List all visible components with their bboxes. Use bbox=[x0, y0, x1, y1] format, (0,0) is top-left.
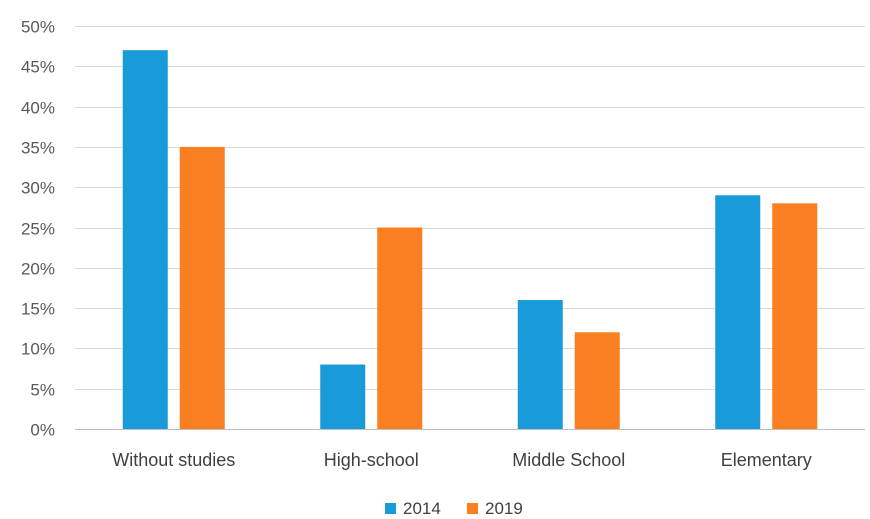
y-tick-label: 35% bbox=[21, 139, 55, 158]
x-axis-categories: Without studies High-school Middle School E… bbox=[112, 450, 812, 470]
bar-2014-0 bbox=[122, 50, 168, 430]
bar-2019-2 bbox=[574, 332, 620, 429]
legend-label-2019: 2019 bbox=[485, 499, 523, 518]
bar-2019-0 bbox=[179, 146, 225, 429]
legend-swatch-2019 bbox=[467, 503, 478, 514]
legend-label-2014: 2014 bbox=[403, 499, 441, 518]
legend-swatch-2014 bbox=[385, 503, 396, 514]
y-tick-label: 45% bbox=[21, 58, 55, 77]
bar-2019-1 bbox=[377, 227, 423, 429]
bar-2014-2 bbox=[517, 300, 563, 429]
y-tick-label: 0% bbox=[30, 421, 55, 440]
x-category-label: Elementary bbox=[721, 450, 812, 470]
y-tick-label: 15% bbox=[21, 300, 55, 319]
legend: 2014 2019 bbox=[385, 499, 523, 518]
y-tick-label: 10% bbox=[21, 340, 55, 359]
y-axis-ticks: 0% 5% 10% 15% 20% 25% 30% 35% 40% 45% 50% bbox=[21, 18, 55, 440]
y-tick-label: 20% bbox=[21, 260, 55, 279]
x-category-label: Without studies bbox=[112, 450, 235, 470]
y-tick-label: 30% bbox=[21, 179, 55, 198]
y-tick-label: 25% bbox=[21, 220, 55, 239]
y-tick-label: 5% bbox=[30, 381, 55, 400]
y-tick-label: 50% bbox=[21, 18, 55, 37]
bar-2019-3 bbox=[772, 203, 818, 429]
y-tick-label: 40% bbox=[21, 99, 55, 118]
bars bbox=[122, 50, 818, 430]
bar-2014-1 bbox=[320, 364, 366, 429]
x-category-label: Middle School bbox=[512, 450, 625, 470]
bar-2014-3 bbox=[715, 195, 761, 429]
x-category-label: High-school bbox=[324, 450, 419, 470]
